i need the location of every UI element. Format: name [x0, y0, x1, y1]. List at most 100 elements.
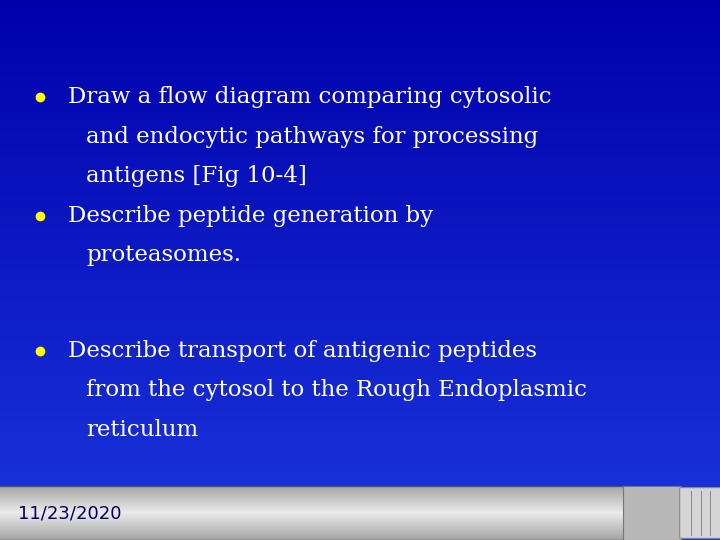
- Bar: [0, 366, 720, 367]
- Bar: [0, 146, 720, 147]
- Bar: [0, 518, 623, 519]
- Bar: [0, 227, 720, 228]
- Bar: [0, 205, 720, 207]
- Bar: [0, 5, 720, 7]
- Bar: [0, 74, 720, 76]
- Bar: [0, 295, 720, 297]
- Bar: [0, 88, 720, 90]
- Bar: [0, 522, 720, 524]
- Bar: [0, 504, 720, 506]
- Bar: [0, 463, 720, 464]
- Bar: [0, 486, 623, 487]
- Bar: [0, 151, 720, 153]
- Text: and endocytic pathways for processing: and endocytic pathways for processing: [86, 126, 539, 147]
- Bar: [0, 16, 720, 18]
- Bar: [0, 427, 720, 428]
- Bar: [0, 412, 720, 414]
- Bar: [0, 18, 720, 20]
- Bar: [0, 340, 720, 342]
- Bar: [0, 214, 720, 216]
- Bar: [0, 193, 720, 194]
- Bar: [0, 38, 720, 39]
- Bar: [0, 312, 720, 313]
- Bar: [0, 72, 720, 74]
- Bar: [0, 481, 720, 482]
- Bar: [0, 79, 720, 81]
- Bar: [0, 457, 720, 459]
- Bar: [0, 535, 720, 536]
- Bar: [0, 207, 720, 209]
- Bar: [0, 184, 720, 185]
- Bar: [0, 153, 720, 155]
- Bar: [0, 527, 623, 528]
- Bar: [0, 535, 623, 536]
- Bar: [0, 160, 720, 162]
- Bar: [0, 380, 720, 382]
- Bar: [0, 400, 720, 401]
- Bar: [0, 130, 720, 131]
- Bar: [0, 508, 720, 509]
- Bar: [0, 297, 720, 299]
- Text: Describe transport of antigenic peptides: Describe transport of antigenic peptides: [68, 340, 537, 362]
- Bar: [0, 347, 720, 349]
- Bar: [0, 241, 720, 243]
- Bar: [0, 464, 720, 466]
- Bar: [0, 524, 720, 525]
- Bar: [0, 65, 720, 66]
- Bar: [0, 505, 623, 507]
- Bar: [0, 443, 720, 444]
- Bar: [0, 180, 720, 182]
- Bar: [0, 36, 720, 38]
- Bar: [0, 488, 623, 489]
- Bar: [0, 495, 623, 496]
- Bar: [0, 522, 623, 523]
- Bar: [0, 351, 720, 353]
- Bar: [0, 254, 720, 255]
- Bar: [0, 387, 720, 389]
- Bar: [0, 133, 720, 135]
- Bar: [0, 407, 720, 409]
- Bar: [0, 29, 720, 31]
- Bar: [0, 59, 720, 61]
- Bar: [0, 448, 720, 450]
- Bar: [0, 503, 623, 504]
- Bar: [0, 454, 720, 455]
- Bar: [0, 304, 720, 306]
- Bar: [0, 534, 623, 535]
- Bar: [0, 236, 720, 238]
- Bar: [0, 532, 623, 534]
- Bar: [0, 223, 720, 225]
- Bar: [0, 120, 720, 123]
- Bar: [0, 452, 720, 454]
- Bar: [0, 519, 623, 521]
- Bar: [0, 139, 720, 140]
- Bar: [0, 358, 720, 360]
- Bar: [0, 335, 720, 336]
- Bar: [0, 86, 720, 88]
- Bar: [0, 274, 720, 275]
- Bar: [0, 324, 720, 326]
- Bar: [0, 487, 623, 488]
- Bar: [0, 177, 720, 178]
- Bar: [0, 409, 720, 410]
- Bar: [0, 484, 720, 486]
- Bar: [0, 221, 720, 223]
- Bar: [0, 2, 720, 4]
- Bar: [0, 528, 720, 529]
- Bar: [0, 54, 720, 56]
- Bar: [0, 398, 720, 400]
- Bar: [0, 510, 623, 511]
- Bar: [0, 471, 720, 474]
- Bar: [0, 401, 720, 403]
- Bar: [0, 425, 720, 427]
- Bar: [0, 7, 720, 9]
- Bar: [0, 103, 720, 104]
- Bar: [0, 455, 720, 457]
- Bar: [0, 441, 720, 443]
- Bar: [0, 66, 720, 69]
- Bar: [0, 501, 720, 502]
- Bar: [0, 529, 623, 530]
- Bar: [0, 174, 720, 177]
- Bar: [0, 355, 720, 356]
- Bar: [0, 371, 720, 373]
